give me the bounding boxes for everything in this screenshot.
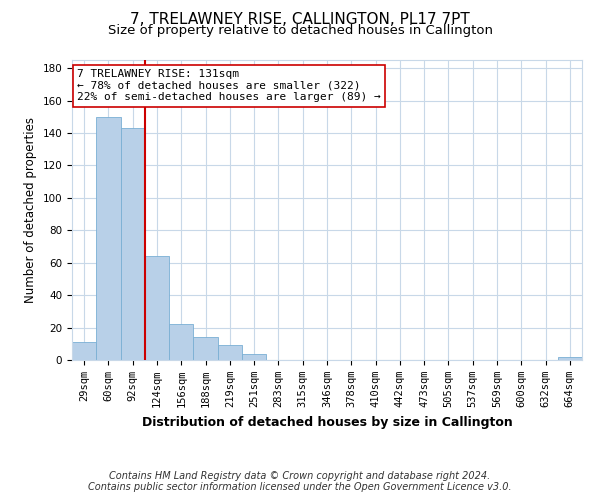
Text: Contains HM Land Registry data © Crown copyright and database right 2024.
Contai: Contains HM Land Registry data © Crown c…: [88, 471, 512, 492]
Bar: [242, 354, 266, 360]
Bar: [169, 324, 193, 360]
X-axis label: Distribution of detached houses by size in Callington: Distribution of detached houses by size …: [142, 416, 512, 428]
Bar: [96, 117, 121, 360]
Text: Size of property relative to detached houses in Callington: Size of property relative to detached ho…: [107, 24, 493, 37]
Text: 7 TRELAWNEY RISE: 131sqm
← 78% of detached houses are smaller (322)
22% of semi-: 7 TRELAWNEY RISE: 131sqm ← 78% of detach…: [77, 69, 381, 102]
Bar: [193, 338, 218, 360]
Bar: [145, 256, 169, 360]
Bar: [218, 346, 242, 360]
Bar: [72, 342, 96, 360]
Text: 7, TRELAWNEY RISE, CALLINGTON, PL17 7PT: 7, TRELAWNEY RISE, CALLINGTON, PL17 7PT: [130, 12, 470, 28]
Bar: [558, 357, 582, 360]
Bar: [121, 128, 145, 360]
Y-axis label: Number of detached properties: Number of detached properties: [24, 117, 37, 303]
